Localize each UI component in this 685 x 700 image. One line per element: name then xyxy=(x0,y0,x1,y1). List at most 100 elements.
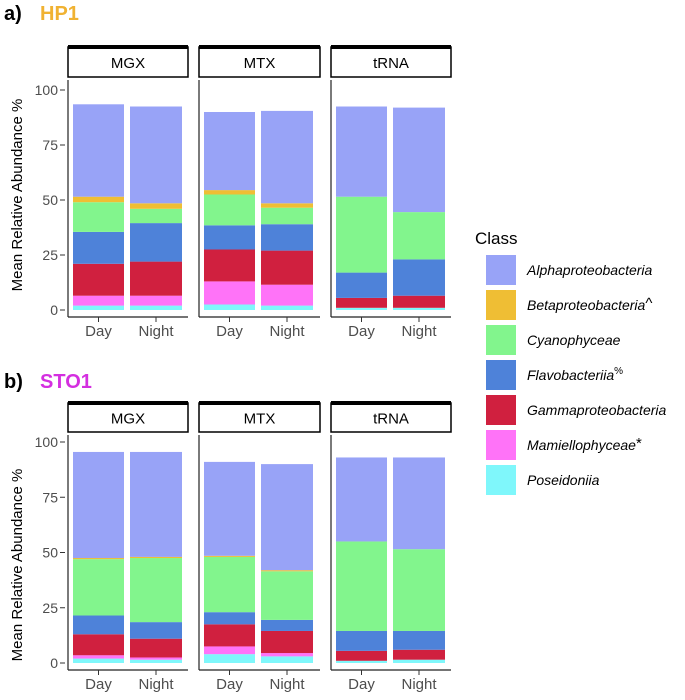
bar-segment-cyanophyceae xyxy=(261,571,313,620)
legend-swatch xyxy=(486,255,516,285)
x-tick-label: Night xyxy=(401,676,437,693)
bar-segment-betaproteobacteria xyxy=(261,570,313,571)
bar-day: Day xyxy=(204,462,255,693)
y-axis-title: Mean Relative Abundance % xyxy=(9,469,26,662)
x-tick-label: Night xyxy=(138,323,174,340)
legend-mark: * xyxy=(636,435,642,452)
bar-segment-flavobacteriia xyxy=(73,615,124,634)
x-tick-label: Day xyxy=(216,323,243,340)
bar-segment-mamiellophyceae xyxy=(261,285,313,306)
panel-tag: a) xyxy=(4,3,22,25)
y-tick-label: 50 xyxy=(42,545,58,561)
bar-segment-flavobacteriia xyxy=(393,259,445,295)
x-tick-label: Night xyxy=(138,676,174,693)
bar-night: Night xyxy=(130,452,182,693)
legend-label: Gammaproteobacteria xyxy=(527,402,667,418)
legend-title: Class xyxy=(475,229,518,248)
y-tick-label: 100 xyxy=(35,434,59,450)
bar-segment-poseidoniia xyxy=(130,306,182,310)
bar-segment-cyanophyceae xyxy=(261,208,313,225)
stacked-bar-figure: a) HP1Mean Relative Abundance %0255075100… xyxy=(0,0,685,700)
bar-segment-gammaproteobacteria xyxy=(130,639,182,658)
bar-segment-cyanophyceae xyxy=(336,541,387,631)
bar-segment-alphaproteobacteria xyxy=(261,464,313,570)
legend-label: Alphaproteobacteria xyxy=(526,262,653,278)
legend-label: Mamiellophyceae* xyxy=(527,435,642,453)
legend-label: Betaproteobacteria^ xyxy=(527,295,652,313)
y-tick-label: 75 xyxy=(42,137,58,153)
bar-segment-mamiellophyceae xyxy=(130,296,182,306)
bar-segment-mamiellophyceae xyxy=(204,646,255,654)
bar-segment-alphaproteobacteria xyxy=(393,457,445,549)
bar-segment-poseidoniia xyxy=(130,660,182,663)
facet-mgx: MGX Day Night xyxy=(68,47,188,340)
bar-segment-flavobacteriia xyxy=(336,631,387,651)
bar-segment-cyanophyceae xyxy=(336,197,387,273)
bar-night: Night xyxy=(261,464,313,693)
bar-segment-gammaproteobacteria xyxy=(261,251,313,285)
legend-swatch xyxy=(486,465,516,495)
bar-day: Day xyxy=(73,452,124,693)
legend-swatch xyxy=(486,325,516,355)
legend-swatch xyxy=(486,360,516,390)
bar-segment-alphaproteobacteria xyxy=(73,452,124,558)
panel-title: STO1 xyxy=(40,371,92,393)
bar-segment-poseidoniia xyxy=(393,660,445,663)
facet-label: tRNA xyxy=(373,411,409,428)
x-tick-label: Day xyxy=(216,676,243,693)
bar-segment-alphaproteobacteria xyxy=(336,107,387,197)
facet-trna: tRNA Day Night xyxy=(331,403,451,693)
legend-item-alphaproteobacteria: Alphaproteobacteria xyxy=(486,255,653,285)
bar-segment-gammaproteobacteria xyxy=(336,298,387,308)
bar-night: Night xyxy=(130,107,182,341)
bar-segment-mamiellophyceae xyxy=(73,296,124,306)
y-tick-label: 75 xyxy=(42,489,58,505)
legend-label: Poseidoniia xyxy=(527,472,600,488)
bar-night: Night xyxy=(261,111,313,340)
x-tick-label: Night xyxy=(269,323,305,340)
bar-segment-poseidoniia xyxy=(336,661,387,663)
bar-segment-mamiellophyceae xyxy=(204,281,255,304)
legend: Class Alphaproteobacteria Betaproteobacter… xyxy=(475,229,667,495)
facet-trna: tRNA Day Night xyxy=(331,47,451,340)
bar-segment-flavobacteriia xyxy=(204,225,255,249)
y-tick-label: 25 xyxy=(42,600,58,616)
x-tick-label: Night xyxy=(269,676,305,693)
y-tick-label: 50 xyxy=(42,192,58,208)
bar-segment-flavobacteriia xyxy=(261,224,313,250)
bar-segment-alphaproteobacteria xyxy=(336,457,387,541)
bar-segment-poseidoniia xyxy=(261,656,313,663)
bar-segment-cyanophyceae xyxy=(73,559,124,615)
y-tick-label: 0 xyxy=(50,302,58,318)
y-axis-title: Mean Relative Abundance % xyxy=(9,99,26,292)
legend-swatch xyxy=(486,290,516,320)
y-tick-label: 0 xyxy=(50,655,58,671)
bar-segment-flavobacteriia xyxy=(204,612,255,624)
bar-segment-alphaproteobacteria xyxy=(204,112,255,190)
bar-segment-cyanophyceae xyxy=(73,202,124,232)
bar-segment-mamiellophyceae xyxy=(73,655,124,658)
bar-segment-gammaproteobacteria xyxy=(204,624,255,646)
legend-label: Flavobacteriia% xyxy=(527,366,623,383)
bar-segment-poseidoniia xyxy=(204,654,255,663)
bar-day: Day xyxy=(73,104,124,340)
bar-segment-alphaproteobacteria xyxy=(73,104,124,196)
bar-segment-betaproteobacteria xyxy=(261,203,313,207)
bar-segment-alphaproteobacteria xyxy=(261,111,313,203)
facet-mtx: MTX Day Night xyxy=(199,47,320,340)
bar-segment-betaproteobacteria xyxy=(73,558,124,559)
y-tick-label: 25 xyxy=(42,247,58,263)
bar-segment-alphaproteobacteria xyxy=(130,452,182,557)
bar-segment-alphaproteobacteria xyxy=(204,462,255,556)
bar-segment-gammaproteobacteria xyxy=(204,250,255,282)
bar-segment-flavobacteriia xyxy=(130,223,182,262)
bar-segment-mamiellophyceae xyxy=(261,653,313,656)
bar-segment-gammaproteobacteria xyxy=(336,651,387,661)
x-tick-label: Day xyxy=(348,323,375,340)
bar-segment-gammaproteobacteria xyxy=(261,631,313,653)
bar-segment-poseidoniia xyxy=(261,306,313,310)
facet-label: MTX xyxy=(244,411,276,428)
y-tick-label: 100 xyxy=(35,82,59,98)
bar-segment-flavobacteriia xyxy=(73,232,124,264)
bar-segment-cyanophyceae xyxy=(393,549,445,631)
